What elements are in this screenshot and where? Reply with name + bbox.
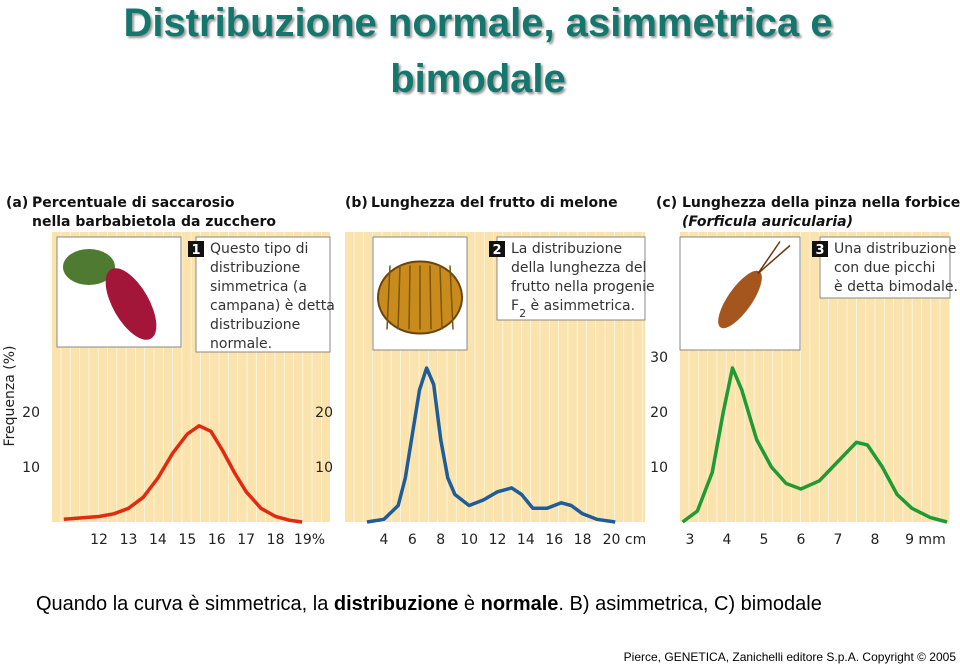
x-tick-label: 19% [294, 532, 325, 548]
melon-ridge [386, 265, 391, 330]
note-text: con due picchi [834, 260, 935, 276]
panel-label: (b) [345, 195, 368, 211]
note-text: Questo tipo di [210, 241, 308, 257]
note-number: 3 [815, 243, 824, 258]
earwig-body [718, 270, 762, 329]
note-number: 2 [492, 243, 501, 258]
x-tick-label: 9 mm [905, 532, 946, 548]
caption-part: . B) asimmetrica, C) bimodale [558, 593, 821, 615]
panel-title: Lunghezza della pinza nella forbice [682, 195, 960, 211]
caption-part: distribuzione [334, 593, 458, 615]
earwig-antenna [757, 244, 791, 275]
y-axis-label: Frequenza (%) [2, 346, 18, 447]
slide-title-line: Distribuzione normale, asimmetrica e [123, 1, 832, 45]
note-text: della lunghezza del [511, 260, 646, 276]
note-text: normale. [210, 336, 272, 352]
x-tick-label: 8 [870, 532, 879, 548]
y-tick-label: 20 [315, 405, 333, 421]
melon-ridge [397, 265, 401, 330]
caption-part: normale [481, 593, 559, 615]
caption-part: è [458, 593, 480, 615]
x-tick-label: 18 [574, 532, 592, 548]
x-tick-label: 5 [759, 532, 768, 548]
x-tick-label: 6 [408, 532, 417, 548]
note-box [496, 236, 646, 321]
note-text: distribuzione [210, 317, 300, 333]
x-tick-label: 14 [517, 532, 535, 548]
y-tick-label: 10 [22, 460, 40, 476]
earwig-antenna [757, 241, 781, 274]
x-tick-label: 18 [267, 532, 285, 548]
x-tick-label: 17 [237, 532, 255, 548]
note-number: 1 [191, 243, 200, 258]
charts: (a) Percentuale di saccarosio nella barbab… [6, 195, 960, 548]
curve [366, 366, 616, 524]
note-box [195, 236, 331, 353]
x-tick-label: 13 [120, 532, 138, 548]
panel-title: nella barbabietola da zucchero [32, 214, 276, 230]
melon-ridge [429, 265, 432, 330]
note-text: La distribuzione [511, 241, 622, 257]
note-text-part: F [511, 298, 519, 314]
panel-title: (Forficula auricularia) [682, 214, 853, 230]
panel-label: (a) [6, 195, 28, 211]
x-tick-label: 12 [489, 532, 507, 548]
panel-label: (c) [656, 195, 677, 211]
note-text: è detta bimodale. [834, 279, 958, 295]
caption-part: Quando la curva è simmetrica, la [36, 593, 334, 615]
note-text: distribuzione [210, 260, 300, 276]
x-tick-label: 12 [90, 532, 108, 548]
note-badge [188, 241, 204, 257]
x-tick-label: 4 [380, 532, 389, 548]
x-tick-label: 10 [460, 532, 478, 548]
y-tick-label: 10 [650, 460, 668, 476]
x-tick-label: 8 [436, 532, 445, 548]
curve [63, 424, 303, 524]
note-text: F2 è asimmetrica. [511, 298, 635, 320]
panel-title: Percentuale di saccarosio [32, 195, 235, 211]
note-text: simmetrica (a [210, 279, 307, 295]
y-tick-label: 20 [22, 405, 40, 421]
melon-ridge [408, 265, 411, 330]
credit: Pierce, GENETICA, Zanichelli editore S.p… [624, 650, 957, 664]
note-text: campana) è detta [210, 298, 335, 314]
note-badge [489, 241, 505, 257]
x-tick-label: 15 [178, 532, 196, 548]
note-text-part: è asimmetrica. [526, 298, 635, 314]
x-tick-label: 20 cm [603, 532, 647, 548]
x-tick-label: 3 [686, 532, 695, 548]
note-text: frutto nella progenie [511, 279, 655, 295]
y-tick-label: 20 [650, 405, 668, 421]
x-tick-label: 6 [796, 532, 805, 548]
slide-title-line: bimodale [390, 57, 566, 101]
panel-title: Lunghezza del frutto di melone [371, 195, 618, 211]
y-tick-label: 10 [315, 460, 333, 476]
x-tick-label: 14 [149, 532, 167, 548]
note-box [819, 236, 951, 299]
note-text: Una distribuzione [834, 241, 956, 257]
note-text-part: 2 [519, 307, 526, 320]
caption: Quando la curva è simmetrica, la distrib… [36, 593, 822, 615]
melon-ridge [449, 265, 454, 330]
x-tick-label: 16 [545, 532, 563, 548]
melon-ridge [439, 265, 443, 330]
x-tick-label: 4 [723, 532, 732, 548]
note-badge [812, 241, 828, 257]
y-tick-label: 30 [650, 350, 668, 366]
beet-root [105, 268, 157, 340]
curve [681, 366, 948, 524]
x-tick-label: 7 [833, 532, 842, 548]
beet-leaves [63, 249, 115, 285]
x-tick-label: 16 [208, 532, 226, 548]
